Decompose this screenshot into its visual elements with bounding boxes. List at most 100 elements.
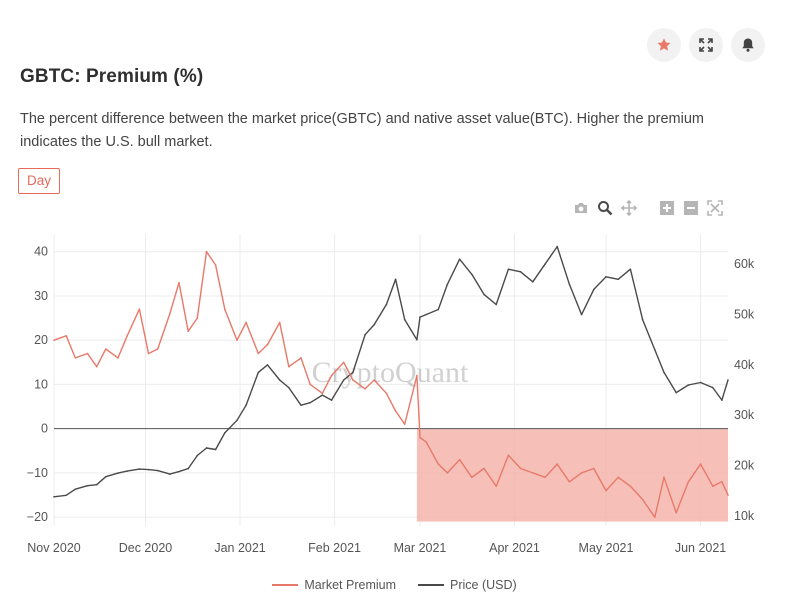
legend-label-price: Price (USD) [450, 578, 517, 592]
chart-plot[interactable]: 40 30 20 10 0 −10 −20 Nov 2020 Dec 2020 Jan 2021 F… [0, 210, 789, 575]
premium-line-point [471, 476, 473, 479]
y-right-tick-label: 20k [734, 459, 755, 473]
y-right-tick-label: 60k [734, 257, 755, 271]
price-line-point [394, 278, 397, 281]
price-line-point [519, 270, 522, 273]
premium-line-point [205, 250, 208, 253]
y-left-tick-label: −10 [27, 466, 48, 480]
pan-button[interactable] [619, 199, 639, 217]
price-line-point [629, 268, 632, 271]
expand-icon [699, 38, 713, 52]
legend-item-price[interactable]: Price (USD) [418, 578, 517, 592]
premium-line-point [675, 511, 677, 514]
chart-toolbar [571, 199, 725, 217]
premium-line-point [288, 365, 290, 368]
premium-line-point [446, 472, 449, 474]
price-line-point [425, 313, 427, 316]
premium-line-point [352, 379, 354, 381]
zoom-in-button[interactable] [657, 199, 677, 217]
legend-item-premium[interactable]: Market Premium [272, 578, 396, 592]
x-tick-label: Apr 2021 [489, 541, 540, 555]
premium-line-point [156, 348, 159, 350]
premium-line-point [727, 494, 729, 496]
camera-icon [575, 203, 587, 213]
price-line-point [169, 473, 171, 475]
price-line-point [721, 399, 723, 401]
favorite-button[interactable] [647, 28, 681, 62]
price-line-point [556, 245, 559, 248]
premium-line-point [196, 317, 199, 319]
premium-line-point [223, 308, 226, 311]
x-tick-label: Nov 2020 [27, 541, 81, 555]
price-line-point [53, 496, 55, 498]
price-line-point [727, 379, 729, 381]
star-icon [657, 38, 671, 51]
price-line-point [458, 258, 461, 260]
premium-line-point [458, 458, 461, 461]
price-line-point [74, 488, 77, 491]
premium-line-point [95, 365, 98, 368]
y-right-tick-label: 10k [734, 509, 755, 523]
premium-line-point [257, 352, 260, 355]
premium-line-point [266, 343, 269, 346]
chart-legend: Market Premium Price (USD) [0, 578, 789, 592]
expand-button[interactable] [689, 28, 723, 62]
price-line-point [687, 384, 690, 386]
premium-line-point [711, 485, 714, 487]
download-png-button[interactable] [571, 199, 591, 217]
interval-selector[interactable]: Day [18, 168, 61, 194]
premium-line-point [342, 361, 345, 364]
x-tick-label: Jan 2021 [214, 541, 265, 555]
premium-line-point [617, 476, 620, 479]
price-line-point [641, 318, 644, 321]
price-line [53, 245, 729, 498]
premium-line-point [214, 264, 217, 266]
x-tick-label: May 2021 [579, 541, 634, 555]
price-line-point [675, 391, 677, 394]
price-line-point [321, 394, 324, 396]
premium-line-point [138, 308, 141, 311]
premium-line-point [403, 423, 406, 426]
card-actions [647, 28, 765, 62]
premium-line-point [187, 330, 189, 333]
alert-button[interactable] [731, 28, 765, 62]
price-line-point [373, 323, 376, 326]
autoscale-button[interactable] [705, 199, 725, 217]
price-line-point [403, 318, 406, 321]
premium-line-point [663, 476, 665, 479]
price-line-point [196, 454, 199, 457]
premium-line-point [309, 383, 311, 386]
premium-line-point [394, 410, 397, 412]
price-line-point [446, 283, 449, 286]
x-tick-label: Jun 2021 [675, 541, 726, 555]
price-line-point [617, 278, 620, 281]
x-tick-label: Dec 2020 [119, 541, 173, 555]
legend-swatch-price [418, 584, 444, 586]
y-left-tick-label: 0 [41, 422, 48, 436]
premium-line-point [245, 321, 247, 324]
price-line-point [568, 283, 571, 286]
premium-line-point [495, 485, 498, 487]
price-line-point [416, 338, 418, 341]
price-line-point [495, 303, 498, 306]
price-line-point [187, 467, 189, 470]
price-line-point [544, 263, 546, 266]
zoom-out-button[interactable] [681, 199, 701, 217]
zoom-button[interactable] [595, 199, 615, 217]
y-right-tick-label: 50k [734, 308, 755, 322]
price-line-point [699, 381, 702, 384]
price-line-point [95, 483, 98, 486]
premium-line-point [580, 472, 583, 474]
premium-line-point [699, 463, 702, 465]
zoom-in-icon [660, 201, 674, 215]
legend-swatch-premium [272, 584, 299, 586]
pan-icon [621, 200, 637, 216]
premium-line-point [687, 480, 690, 483]
price-line-point [236, 419, 238, 422]
price-line-point [330, 399, 333, 401]
legend-label-premium: Market Premium [304, 578, 396, 592]
price-line-point [266, 364, 269, 366]
premium-line-point [373, 379, 376, 381]
price-line-point [278, 379, 281, 381]
price-line-point [593, 288, 595, 291]
